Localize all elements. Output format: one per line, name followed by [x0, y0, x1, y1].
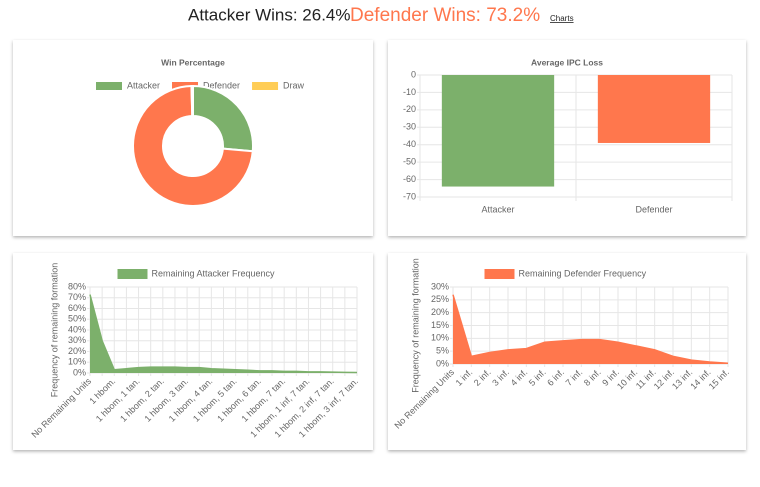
x-tick-label: Attacker	[481, 204, 514, 214]
y-tick-label: 15%	[431, 320, 449, 330]
legend-label: Remaining Defender Frequency	[519, 268, 647, 278]
x-tick-label: Defender	[635, 204, 672, 214]
legend-label: Attacker	[127, 80, 160, 90]
legend-label: Draw	[283, 80, 305, 90]
defender-wins: Defender Wins: 73.2%	[350, 5, 540, 26]
y-tick-label: 30%	[431, 281, 449, 291]
y-tick-label: -60	[403, 174, 416, 184]
legend-swatch	[117, 269, 148, 279]
y-tick-label: 30%	[68, 335, 86, 345]
y-tick-label: -30	[403, 122, 416, 132]
y-tick-label: 0%	[436, 358, 449, 368]
y-axis-label: Frequency of remaining formation	[49, 263, 59, 398]
legend-swatch	[252, 82, 279, 90]
y-axis-label: Frequency of remaining formation	[410, 258, 420, 393]
y-tick-label: -20	[403, 104, 416, 114]
y-tick-label: 25%	[431, 294, 449, 304]
y-tick-label: 10%	[68, 357, 86, 367]
y-tick-label: 20%	[431, 307, 449, 317]
y-tick-label: 80%	[68, 281, 86, 291]
chart-title: Average IPC Loss	[531, 57, 603, 67]
area-fill	[453, 294, 728, 364]
legend-label: Defender	[203, 80, 240, 90]
y-tick-label: 50%	[68, 314, 86, 324]
y-tick-label: 40%	[68, 324, 86, 334]
y-tick-label: -50	[403, 157, 416, 167]
y-tick-label: 0%	[73, 367, 86, 377]
area-line	[89, 294, 358, 374]
area-line	[452, 294, 729, 364]
y-tick-label: 0	[411, 69, 416, 79]
doughnut-slice	[132, 84, 254, 207]
y-tick-label: 60%	[68, 303, 86, 313]
doughnut-slice	[192, 84, 254, 153]
legend-swatch	[96, 82, 122, 90]
y-tick-label: 20%	[68, 346, 86, 356]
y-tick-label: 10%	[431, 333, 449, 343]
legend-swatch	[484, 269, 515, 279]
legend-label: Remaining Attacker Frequency	[152, 268, 276, 278]
attacker-wins: Attacker Wins: 26.4%	[188, 5, 351, 24]
y-tick-label: 5%	[436, 346, 449, 356]
bar	[441, 75, 555, 187]
chart-title: Win Percentage	[161, 57, 225, 67]
y-tick-label: -70	[403, 191, 416, 201]
charts-link[interactable]: Charts	[550, 14, 574, 23]
y-tick-label: -40	[403, 139, 416, 149]
bar	[597, 75, 711, 143]
y-tick-label: -10	[403, 87, 416, 97]
y-tick-label: 70%	[68, 292, 86, 302]
doughnut-slice	[190, 84, 194, 118]
